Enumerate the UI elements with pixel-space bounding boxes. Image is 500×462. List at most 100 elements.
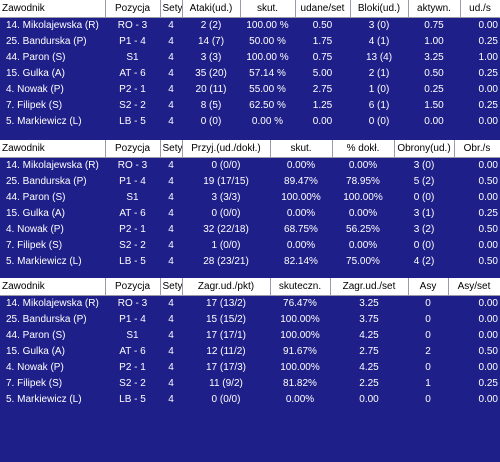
table-cell: 0 [425, 330, 431, 341]
table-row[interactable]: 4. Nowak (P) P2 - 1 4 32 (22/18) 68.75% … [0, 222, 500, 238]
column-header[interactable]: Asy/set [448, 278, 500, 296]
column-header[interactable]: skuteczn. [270, 278, 331, 296]
table-cell: 4 (1) [368, 36, 390, 47]
table-cell: 0 (0) [413, 240, 435, 251]
table-cell: RO - 3 [117, 20, 148, 31]
player-name: 14. Mikolajewska (R) [6, 160, 99, 171]
table-row[interactable]: 15. Gulka (A) AT - 6 4 35 (20) 57.14 % 5… [0, 66, 500, 82]
player-name: 5. Markiewicz (L) [6, 394, 82, 405]
player-name: 44. Paron (S) [6, 52, 66, 63]
table-cell: 4.25 [359, 330, 379, 341]
table-row[interactable]: 14. Mikolajewska (R) RO - 3 4 17 (13/2) … [0, 296, 500, 313]
table-cell: 2 (2) [200, 20, 222, 31]
table-row[interactable]: 5. Markiewicz (L) LB - 5 4 0 (0/0) 0.00%… [0, 392, 500, 408]
table-cell: 1 [425, 378, 431, 389]
table-cell: 55.00 % [249, 84, 286, 95]
reception-defense-table: Zawodnik Pozycja Sety Przyj.(ud./dokł.) … [0, 140, 500, 270]
table-cell: 0.25 [478, 68, 498, 79]
table-cell: 0.50 [424, 68, 444, 79]
player-name: 7. Filipek (S) [6, 100, 63, 111]
table-row[interactable]: 44. Paron (S) S1 4 3 (3/3) 100.00% 100.0… [0, 190, 500, 206]
table-cell: 82.14% [284, 256, 318, 267]
column-header[interactable]: Sety [160, 278, 183, 296]
column-header[interactable]: ud./s [460, 0, 500, 18]
table-row[interactable]: 7. Filipek (S) S2 - 2 4 8 (5) 62.50 % 1.… [0, 98, 500, 114]
column-header[interactable]: Zagr.ud./set [330, 278, 409, 296]
table-cell: 0.00 [478, 192, 498, 203]
column-header[interactable]: skut. [240, 0, 296, 18]
table-cell: 3 (1) [413, 208, 435, 219]
column-header[interactable]: skut. [270, 140, 333, 158]
table-cell: LB - 5 [119, 394, 146, 405]
table-row[interactable]: 4. Nowak (P) P2 - 1 4 20 (11) 55.00 % 2.… [0, 82, 500, 98]
column-header[interactable]: Przyj.(ud./dokł.) [182, 140, 271, 158]
table-cell: 68.75% [284, 224, 318, 235]
column-header[interactable]: Zawodnik [0, 140, 106, 158]
table-cell: 3 (0) [413, 160, 435, 171]
table-cell: 78.95% [346, 176, 380, 187]
table-cell: 4 [168, 208, 174, 219]
table-row[interactable]: 44. Paron (S) S1 4 17 (17/1) 100.00% 4.2… [0, 328, 500, 344]
table-row[interactable]: 44. Paron (S) S1 4 3 (3) 100.00 % 0.75 1… [0, 50, 500, 66]
table-cell: 0.00 [478, 298, 498, 309]
table-cell: 100.00% [281, 192, 321, 203]
table-cell: S1 [126, 192, 139, 203]
table-cell: 0.50 [312, 20, 333, 31]
column-header[interactable]: udane/set [295, 0, 351, 18]
table-cell: 4 [168, 192, 174, 203]
table-cell: 0.50 [478, 176, 498, 187]
table-cell: 0.00 [478, 160, 498, 171]
table-row[interactable]: 25. Bandurska (P) P1 - 4 4 14 (7) 50.00 … [0, 34, 500, 50]
table-cell: 0.00% [348, 240, 378, 251]
column-header[interactable]: aktywn. [408, 0, 461, 18]
table-cell: 2.75 [359, 346, 379, 357]
column-header[interactable]: Obrony(ud.) [394, 140, 455, 158]
table-row[interactable]: 14. Mikolajewska (R) RO - 3 4 0 (0/0) 0.… [0, 158, 500, 175]
table-cell: 0 (0/0) [211, 208, 241, 219]
table-cell: 17 (17/1) [205, 330, 247, 341]
table-cell: 0.00 [312, 116, 333, 127]
table-cell: 15 (15/2) [205, 314, 247, 325]
column-header[interactable]: Zawodnik [0, 278, 106, 296]
table-cell: 0.00 [478, 362, 498, 373]
column-header[interactable]: % dokł. [332, 140, 395, 158]
player-name: 15. Gulka (A) [6, 208, 65, 219]
table-cell: 89.47% [284, 176, 318, 187]
column-header[interactable]: Obr./s [454, 140, 500, 158]
column-header[interactable]: Asy [408, 278, 449, 296]
table-cell: 0 (0) [413, 192, 435, 203]
table-cell: 3 (2) [413, 224, 435, 235]
table-cell: 100.00 % [246, 52, 289, 63]
table-row[interactable]: 4. Nowak (P) P2 - 1 4 17 (17/3) 100.00% … [0, 360, 500, 376]
column-header[interactable]: Pozycja [105, 140, 161, 158]
column-header[interactable]: Pozycja [105, 278, 161, 296]
table-cell: 100.00 % [246, 20, 289, 31]
column-header[interactable]: Sety [160, 140, 183, 158]
table-cell: 76.47% [283, 298, 317, 309]
table-row[interactable]: 7. Filipek (S) S2 - 2 4 1 (0/0) 0.00% 0.… [0, 238, 500, 254]
table-row[interactable]: 15. Gulka (A) AT - 6 4 12 (11/2) 91.67% … [0, 344, 500, 360]
table-row[interactable]: 5. Markiewicz (L) LB - 5 4 0 (0) 0.00 % … [0, 114, 500, 130]
table-row[interactable]: 7. Filipek (S) S2 - 2 4 11 (9/2) 81.82% … [0, 376, 500, 392]
column-header[interactable]: Sety [160, 0, 183, 18]
table-cell: 1 (0/0) [211, 240, 241, 251]
column-header[interactable]: Bloki(ud.) [350, 0, 409, 18]
column-header[interactable]: Ataki(ud.) [182, 0, 241, 18]
column-header[interactable]: Zawodnik [0, 0, 106, 18]
player-name: 14. Mikolajewska (R) [6, 298, 99, 309]
table-row[interactable]: 25. Bandurska (P) P1 - 4 4 19 (17/15) 89… [0, 174, 500, 190]
table-cell: 3.75 [359, 314, 379, 325]
table-row[interactable]: 25. Bandurska (P) P1 - 4 4 15 (15/2) 100… [0, 312, 500, 328]
table-cell: 0.00 [478, 116, 498, 127]
table-row[interactable]: 14. Mikolajewska (R) RO - 3 4 2 (2) 100.… [0, 18, 500, 35]
table-cell: 4 [168, 224, 174, 235]
table-row[interactable]: 15. Gulka (A) AT - 6 4 0 (0/0) 0.00% 0.0… [0, 206, 500, 222]
column-header[interactable]: Pozycja [105, 0, 161, 18]
table-cell: 2.75 [312, 84, 333, 95]
table-cell: 20 (11) [195, 84, 227, 95]
column-header[interactable]: Zagr.ud./pkt) [182, 278, 271, 296]
player-name: 5. Markiewicz (L) [6, 116, 82, 127]
player-name: 7. Filipek (S) [6, 378, 63, 389]
table-cell: 4 [168, 330, 174, 341]
table-row[interactable]: 5. Markiewicz (L) LB - 5 4 28 (23/21) 82… [0, 254, 500, 270]
